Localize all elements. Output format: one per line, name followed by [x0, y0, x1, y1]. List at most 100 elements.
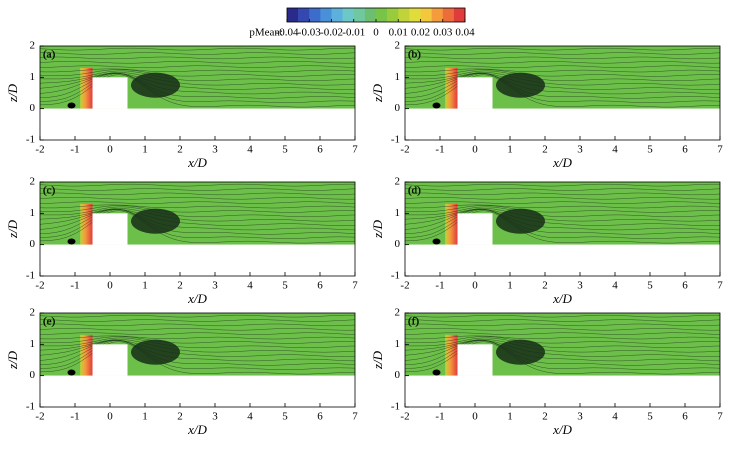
- wake-vortex: [131, 72, 180, 98]
- x-tick-label: 0: [472, 411, 478, 423]
- streamline: [405, 319, 720, 322]
- wake-vortex: [496, 72, 545, 98]
- colorbar-swatch: [331, 8, 343, 22]
- ground: [40, 108, 355, 140]
- y-tick-label: -1: [26, 401, 35, 413]
- x-tick-label: 4: [247, 411, 253, 423]
- x-tick-label: 5: [647, 411, 653, 423]
- obstacle: [92, 344, 128, 376]
- field: [405, 46, 720, 140]
- streamline: [40, 56, 355, 60]
- x-axis-label: x/D: [552, 291, 572, 306]
- y-axis-label: z/D: [370, 350, 385, 370]
- axes-frame: [39, 181, 356, 277]
- colorbar-swatch: [453, 8, 466, 22]
- streamline: [405, 328, 720, 331]
- x-tick-label: 0: [107, 411, 113, 423]
- x-tick-label: -1: [435, 280, 444, 292]
- streamline: [405, 68, 720, 73]
- x-tick-label: 6: [317, 280, 323, 292]
- panel-label: (d): [408, 185, 421, 197]
- streamline: [405, 208, 720, 222]
- x-tick-label: 3: [212, 280, 218, 292]
- stagnation-zone: [445, 203, 458, 245]
- streamline: [405, 65, 720, 68]
- streamline: [40, 183, 355, 187]
- x-tick-label: 6: [317, 411, 323, 423]
- x-tick-label: -2: [35, 280, 44, 292]
- stagnation-zone: [445, 334, 458, 376]
- x-tick-label: 4: [612, 411, 618, 423]
- wake-vortex: [496, 208, 545, 234]
- colorbar-swatch: [398, 8, 410, 22]
- streamline: [40, 332, 355, 335]
- x-axis-label: x/D: [187, 291, 207, 306]
- x-tick-label: 2: [542, 280, 548, 292]
- y-tick-label: 0: [30, 238, 36, 250]
- streamline: [405, 337, 720, 349]
- x-tick-label: 3: [577, 280, 583, 292]
- streamline: [40, 201, 355, 204]
- x-tick-label: 7: [352, 411, 358, 423]
- panel-label: (c): [43, 185, 56, 197]
- y-tick-label: 0: [30, 369, 36, 381]
- colorbar-swatch: [431, 8, 444, 22]
- x-axis-label: x/D: [552, 422, 572, 437]
- x-tick-label: 7: [717, 144, 723, 156]
- x-tick-label: 4: [612, 280, 618, 292]
- y-tick-label: 2: [395, 40, 401, 52]
- wake-vortex: [131, 208, 180, 234]
- axes-frame: [39, 312, 356, 408]
- x-tick-label: 7: [352, 144, 358, 156]
- streamline: [40, 323, 355, 327]
- ground: [40, 375, 355, 407]
- ground: [405, 375, 720, 407]
- obstacle: [457, 77, 493, 109]
- colorbar-tick-label: 0.01: [389, 27, 408, 39]
- colorbar-tick-label: -0.04: [276, 27, 299, 39]
- y-tick-label: -1: [26, 270, 35, 282]
- y-tick-label: -1: [391, 134, 400, 146]
- x-tick-label: 2: [542, 411, 548, 423]
- x-tick-label: 7: [717, 411, 723, 423]
- streamline: [40, 208, 355, 222]
- y-axis-label: z/D: [370, 219, 385, 239]
- panel-label: (e): [43, 316, 56, 328]
- streamline: [40, 69, 355, 77]
- obstacle: [92, 213, 128, 245]
- streamline: [40, 206, 355, 218]
- streamline: [40, 204, 355, 209]
- x-tick-label: -1: [435, 144, 444, 156]
- x-tick-label: 1: [507, 411, 513, 423]
- y-tick-label: 1: [30, 71, 36, 83]
- streamline: [405, 52, 720, 55]
- x-tick-label: 3: [577, 144, 583, 156]
- y-tick-label: 2: [395, 307, 401, 319]
- y-axis-label: z/D: [5, 83, 20, 103]
- y-axis-label: z/D: [5, 350, 20, 370]
- x-tick-label: 5: [282, 280, 288, 292]
- y-tick-label: -1: [26, 134, 35, 146]
- x-tick-label: 1: [142, 280, 148, 292]
- x-tick-label: 4: [247, 144, 253, 156]
- y-tick-label: 2: [30, 40, 36, 52]
- x-tick-label: 0: [472, 280, 478, 292]
- streamline: [40, 47, 355, 51]
- streamline: [40, 328, 355, 331]
- x-tick-label: -1: [70, 280, 79, 292]
- streamline: [405, 323, 720, 327]
- ground: [405, 244, 720, 276]
- colorbar-swatch: [342, 8, 355, 22]
- streamline: [405, 332, 720, 335]
- streamline: [405, 183, 720, 187]
- colorbar-swatch: [387, 8, 399, 22]
- streamline: [405, 197, 720, 200]
- streamline: [40, 72, 355, 86]
- colorbar-tick-label: 0: [373, 27, 379, 39]
- y-tick-label: -1: [391, 270, 400, 282]
- field: [40, 182, 355, 276]
- y-tick-label: 2: [30, 176, 36, 188]
